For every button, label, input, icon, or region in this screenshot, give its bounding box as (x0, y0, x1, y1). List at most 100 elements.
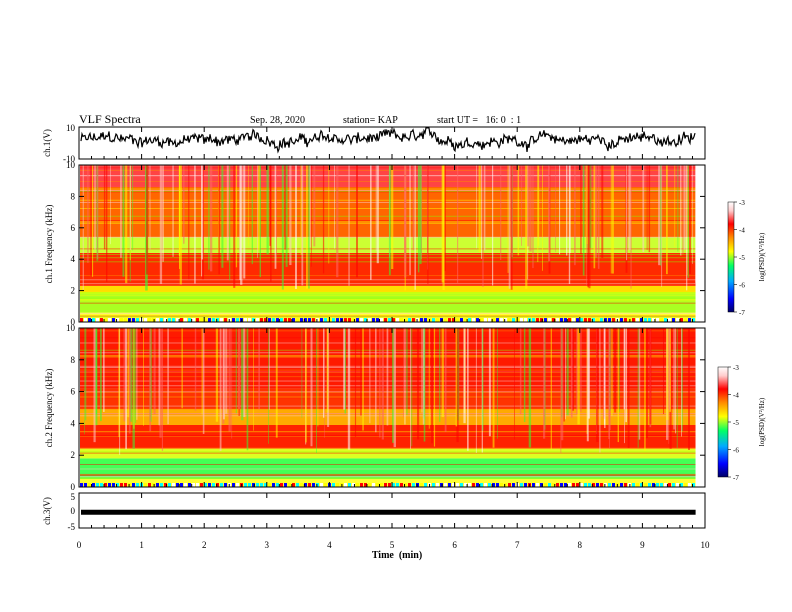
spectrogram-noise (512, 318, 515, 322)
spectrogram-noise (316, 318, 319, 322)
spectrogram-streak (208, 165, 210, 270)
colorbar-tick-label: -6 (733, 447, 739, 455)
spectrogram-noise (584, 483, 587, 487)
spectrogram-noise (436, 483, 439, 487)
ch3-waveform-tick-neg5: -5 (68, 522, 76, 532)
spectrogram-noise (100, 318, 103, 322)
spectrogram-streak (421, 328, 423, 413)
spectrogram-noise (448, 318, 451, 322)
spectrogram-noise (116, 483, 119, 487)
spectrogram-streak (455, 328, 458, 427)
spectrogram-streak (626, 165, 628, 261)
spectrogram-noise (220, 483, 223, 487)
spectrogram-noise (284, 483, 287, 487)
spectrogram-streak (441, 328, 444, 418)
spectrogram-streak (178, 165, 181, 256)
spectrogram-streak (375, 165, 377, 252)
spectrogram-streak (661, 165, 663, 288)
spectrogram-noise (272, 318, 275, 322)
spectrogram-streak (658, 165, 661, 266)
spectrogram-noise (604, 483, 607, 487)
spectrogram-streak (668, 328, 670, 444)
spectrogram-streak (599, 328, 601, 453)
spectrogram-streak (289, 165, 292, 266)
spectrogram-noise (576, 318, 579, 322)
spectrogram-streak (103, 165, 106, 250)
spectrogram-noise (672, 318, 675, 322)
spectrogram-line (80, 319, 696, 321)
spectrogram-noise (608, 483, 611, 487)
spectrogram-noise (108, 483, 111, 487)
spectrogram-noise (488, 318, 491, 322)
spectrogram-streak (120, 165, 122, 258)
spectrogram-noise (244, 483, 247, 487)
spectrogram-noise (164, 483, 167, 487)
spectrogram-noise (312, 318, 315, 322)
spectrogram-noise (92, 318, 95, 322)
spectrogram-streak (229, 165, 231, 281)
spectrogram-noise (460, 483, 463, 487)
spectrogram-streak (133, 328, 135, 429)
spectrogram-ytick-label: 0 (71, 317, 76, 327)
spectrogram-noise (560, 318, 563, 322)
spectrogram-noise (480, 483, 483, 487)
spectrogram-streak (336, 165, 339, 278)
spectrogram-noise (172, 483, 175, 487)
spectrogram-streak (306, 165, 308, 289)
spectrogram-streak (692, 165, 693, 264)
spectrogram-streak (179, 165, 182, 285)
spectrogram-streak (146, 165, 149, 275)
spectrogram-streak (682, 165, 684, 255)
spectrogram-streak (597, 165, 600, 269)
spectrogram-streak (588, 328, 590, 419)
spectrogram-streak (543, 328, 546, 439)
spectrogram-noise (456, 483, 459, 487)
spectrogram-noise (312, 483, 315, 487)
spectrogram-noise (360, 483, 363, 487)
ch1-spectrogram-image (80, 165, 705, 322)
spectrogram-noise (364, 483, 367, 487)
spectrogram-noise (368, 483, 371, 487)
spectrogram-streak (686, 165, 688, 291)
spectrogram-streak (215, 328, 219, 422)
spectrogram-noise (196, 318, 199, 322)
spectrogram-noise (604, 318, 607, 322)
spectrogram-streak (627, 328, 630, 448)
spectrogram-noise (600, 318, 603, 322)
spectrogram-streak (194, 165, 196, 284)
spectrogram-noise (136, 318, 139, 322)
spectrogram-noise (224, 318, 227, 322)
spectrogram-streak (601, 165, 604, 259)
spectrogram-streak (521, 165, 522, 246)
colorbar-tick-label: -7 (733, 474, 739, 482)
spectrogram-streak (386, 328, 389, 426)
spectrogram-noise (676, 318, 679, 322)
spectrogram-line (80, 181, 696, 183)
figure-start-time: start UT = 16: 0 : 1 (437, 115, 521, 126)
spectrogram-band (80, 252, 696, 286)
spectrogram-noise (200, 483, 203, 487)
spectrogram-streak (317, 328, 319, 427)
spectrogram-streak (646, 328, 648, 439)
spectrogram-noise (220, 318, 223, 322)
spectrogram-noise (680, 483, 683, 487)
spectrogram-noise (388, 483, 391, 487)
spectrogram-streak (161, 165, 163, 251)
spectrogram-line (80, 283, 696, 285)
spectrogram-streak (428, 328, 430, 429)
spectrogram-noise (692, 318, 695, 322)
spectrogram-noise (644, 483, 647, 487)
spectrogram-noise (368, 318, 371, 322)
spectrogram-streak (235, 328, 237, 414)
spectrogram-streak (219, 328, 222, 452)
spectrogram-streak (587, 165, 589, 288)
spectrogram-noise (380, 318, 383, 322)
spectrogram-noise (520, 483, 523, 487)
ch1-spectrogram-ylabel-channel: ch.1 Frequency (kHz) (44, 205, 54, 284)
spectrogram-streak (577, 328, 580, 425)
spectrogram-line (80, 297, 696, 299)
spectrogram-noise (564, 483, 567, 487)
spectrogram-streak (588, 165, 591, 289)
spectrogram-line (80, 257, 696, 259)
